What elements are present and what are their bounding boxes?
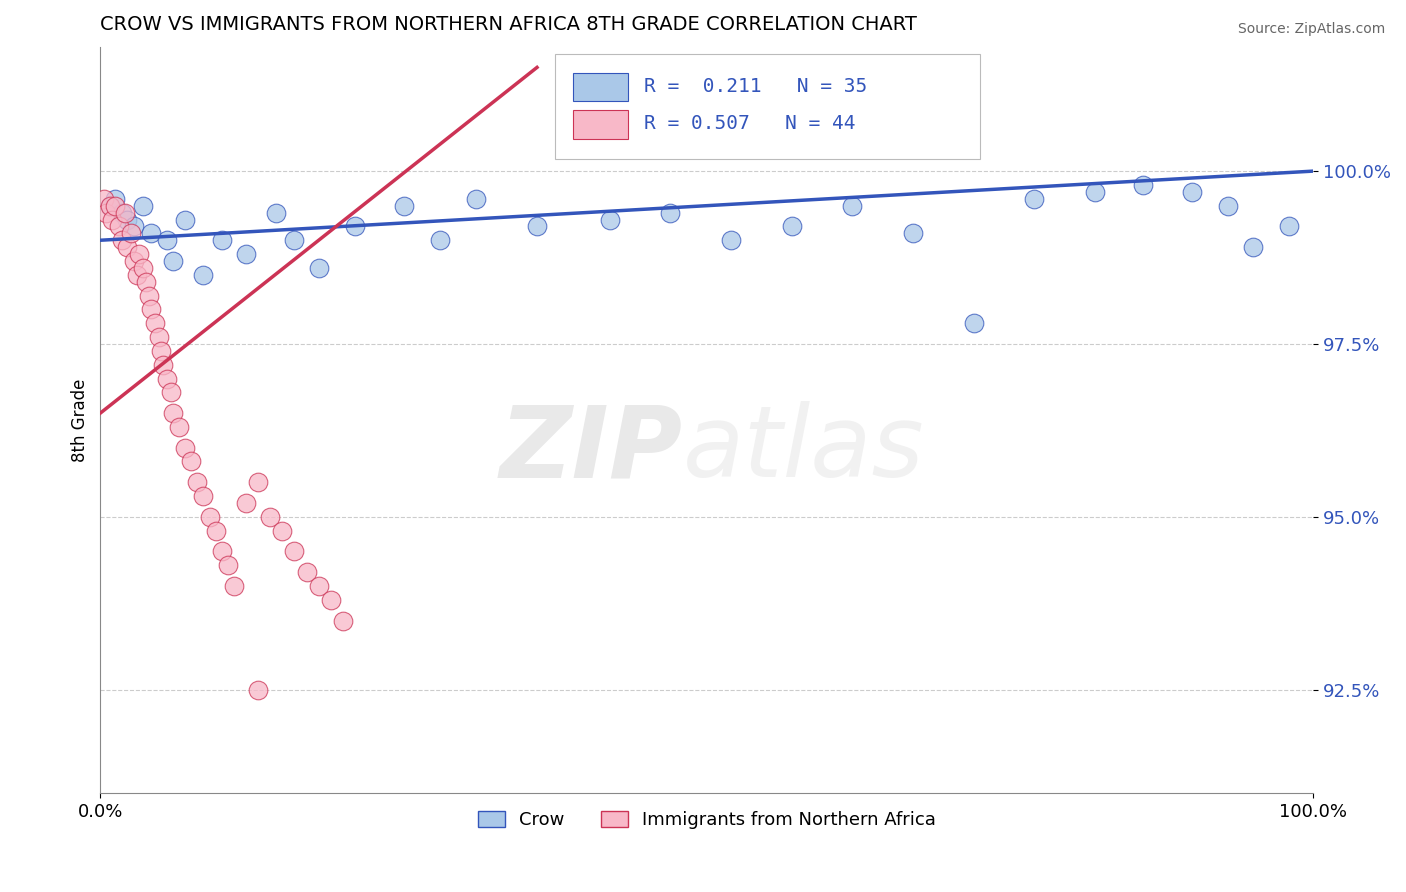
Point xyxy=(841,199,863,213)
Point xyxy=(120,227,142,241)
Point xyxy=(222,579,245,593)
Point xyxy=(235,496,257,510)
Point xyxy=(659,205,682,219)
Point xyxy=(1278,219,1301,234)
Point xyxy=(125,268,148,282)
Point xyxy=(167,420,190,434)
Point xyxy=(186,475,208,490)
FancyBboxPatch shape xyxy=(555,54,980,159)
Point xyxy=(204,524,226,538)
Point xyxy=(152,358,174,372)
Point xyxy=(247,475,270,490)
Point xyxy=(198,509,221,524)
FancyBboxPatch shape xyxy=(574,110,628,138)
Point xyxy=(141,227,163,241)
Point xyxy=(135,275,157,289)
Point xyxy=(901,227,924,241)
Point xyxy=(1084,185,1107,199)
Point xyxy=(96,205,118,219)
Point xyxy=(128,247,150,261)
Point xyxy=(148,330,170,344)
Point xyxy=(174,441,197,455)
Point xyxy=(259,509,281,524)
Point xyxy=(599,212,621,227)
Point xyxy=(143,316,166,330)
Point xyxy=(1181,185,1204,199)
Point xyxy=(720,233,742,247)
Point xyxy=(211,233,233,247)
Point xyxy=(141,302,163,317)
Point xyxy=(93,192,115,206)
Point xyxy=(235,247,257,261)
Point xyxy=(162,406,184,420)
Point xyxy=(429,233,451,247)
Y-axis label: 8th Grade: 8th Grade xyxy=(72,378,89,462)
Point xyxy=(526,219,548,234)
Text: R =  0.211   N = 35: R = 0.211 N = 35 xyxy=(644,77,868,95)
Point xyxy=(159,385,181,400)
Point xyxy=(308,260,330,275)
Point xyxy=(217,558,239,573)
Point xyxy=(111,233,134,247)
Point xyxy=(283,544,305,558)
Text: R = 0.507   N = 44: R = 0.507 N = 44 xyxy=(644,114,855,133)
Point xyxy=(1024,192,1046,206)
Point xyxy=(211,544,233,558)
Point xyxy=(174,212,197,227)
FancyBboxPatch shape xyxy=(574,73,628,101)
Point xyxy=(124,254,146,268)
Point xyxy=(271,524,294,538)
Point xyxy=(344,219,367,234)
Point xyxy=(156,371,179,385)
Point xyxy=(465,192,488,206)
Point xyxy=(780,219,803,234)
Text: ZIP: ZIP xyxy=(499,401,682,499)
Legend: Crow, Immigrants from Northern Africa: Crow, Immigrants from Northern Africa xyxy=(471,804,943,837)
Point xyxy=(963,316,986,330)
Point xyxy=(156,233,179,247)
Point xyxy=(104,192,127,206)
Point xyxy=(107,219,129,234)
Point xyxy=(332,614,354,628)
Text: atlas: atlas xyxy=(682,401,924,499)
Point xyxy=(308,579,330,593)
Point xyxy=(1132,178,1154,192)
Text: CROW VS IMMIGRANTS FROM NORTHERN AFRICA 8TH GRADE CORRELATION CHART: CROW VS IMMIGRANTS FROM NORTHERN AFRICA … xyxy=(100,15,917,34)
Point xyxy=(283,233,305,247)
Point xyxy=(180,454,202,468)
Point xyxy=(101,212,124,227)
Point xyxy=(98,199,121,213)
Point xyxy=(295,565,318,579)
Point xyxy=(1241,240,1264,254)
Point xyxy=(111,205,134,219)
Point xyxy=(319,592,342,607)
Text: Source: ZipAtlas.com: Source: ZipAtlas.com xyxy=(1237,22,1385,37)
Point xyxy=(193,489,215,503)
Point xyxy=(138,288,160,302)
Point xyxy=(132,260,155,275)
Point xyxy=(392,199,415,213)
Point xyxy=(1218,199,1240,213)
Point xyxy=(104,199,127,213)
Point xyxy=(98,199,121,213)
Point xyxy=(115,240,138,254)
Point xyxy=(247,682,270,697)
Point xyxy=(115,212,138,227)
Point xyxy=(124,219,146,234)
Point xyxy=(162,254,184,268)
Point xyxy=(114,205,136,219)
Point xyxy=(150,343,173,358)
Point xyxy=(132,199,155,213)
Point xyxy=(264,205,287,219)
Point xyxy=(193,268,215,282)
